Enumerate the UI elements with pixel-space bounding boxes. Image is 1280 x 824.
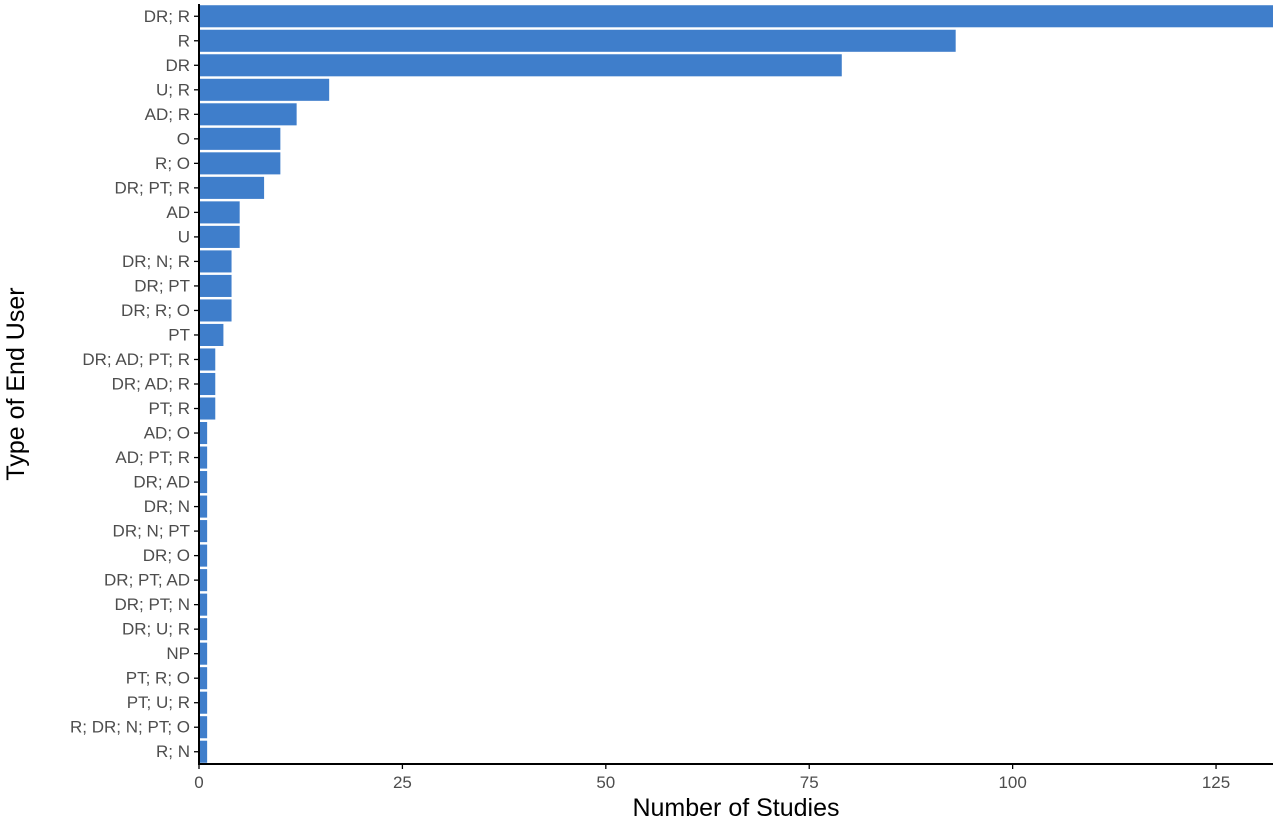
bar bbox=[199, 520, 208, 543]
y-tick-label: PT; R; O bbox=[126, 669, 190, 688]
bar bbox=[199, 299, 232, 322]
bar bbox=[199, 642, 208, 665]
bar bbox=[199, 446, 208, 469]
y-tick-label: DR; U; R bbox=[122, 620, 190, 639]
bar bbox=[199, 618, 208, 641]
bar bbox=[199, 667, 208, 690]
y-tick-label: DR; O bbox=[143, 546, 190, 565]
y-axis-ticks: DR; R R DR U; R AD; R O R; O DR; PT; R AD U DR; N;… bbox=[70, 7, 199, 761]
bar bbox=[199, 691, 208, 714]
x-tick-label: 0 bbox=[194, 773, 203, 792]
y-tick-label: DR; N; R bbox=[122, 252, 190, 271]
y-tick-label: DR; R; O bbox=[121, 301, 190, 320]
bar bbox=[199, 127, 281, 150]
bar bbox=[199, 176, 265, 199]
bar bbox=[199, 5, 1273, 28]
y-tick-label: R; O bbox=[155, 154, 190, 173]
y-tick-label: PT; R bbox=[148, 399, 190, 418]
bar bbox=[199, 593, 208, 616]
bar bbox=[199, 323, 224, 346]
x-tick-label: 100 bbox=[998, 773, 1026, 792]
y-tick-label: O bbox=[177, 129, 190, 148]
y-tick-label: AD; R bbox=[145, 105, 190, 124]
bar bbox=[199, 250, 232, 273]
y-tick-label: DR bbox=[165, 56, 190, 75]
bar bbox=[199, 29, 956, 52]
y-tick-label: DR; PT bbox=[134, 276, 190, 295]
y-tick-label: R; DR; N; PT; O bbox=[70, 718, 190, 737]
bar bbox=[199, 201, 240, 224]
bar bbox=[199, 225, 240, 248]
x-tick-label: 25 bbox=[393, 773, 412, 792]
y-tick-label: DR; AD bbox=[133, 473, 190, 492]
y-tick-label: DR; AD; PT; R bbox=[82, 350, 190, 369]
x-axis-title: Number of Studies bbox=[632, 794, 839, 822]
y-tick-label: AD; PT; R bbox=[115, 448, 190, 467]
y-tick-label: R; N bbox=[156, 742, 190, 761]
x-tick-label: 125 bbox=[1202, 773, 1230, 792]
bar bbox=[199, 569, 208, 592]
y-tick-label: R bbox=[178, 31, 190, 50]
y-tick-label: PT; U; R bbox=[127, 693, 190, 712]
y-tick-label: DR; N; PT bbox=[113, 522, 190, 541]
bar bbox=[199, 740, 208, 763]
y-tick-label: AD bbox=[166, 203, 190, 222]
bar bbox=[199, 422, 208, 445]
bar bbox=[199, 274, 232, 297]
y-tick-label: DR; R bbox=[144, 7, 190, 26]
bar bbox=[199, 103, 297, 126]
bar bbox=[199, 397, 216, 420]
bar bbox=[199, 348, 216, 371]
bar bbox=[199, 372, 216, 396]
y-tick-label: U bbox=[178, 227, 190, 246]
y-axis-title: Type of End User bbox=[2, 287, 30, 480]
y-tick-label: AD; O bbox=[144, 424, 190, 443]
bar bbox=[199, 495, 208, 518]
y-tick-label: DR; PT; AD bbox=[104, 571, 190, 590]
x-tick-label: 50 bbox=[596, 773, 615, 792]
x-tick-label: 75 bbox=[800, 773, 819, 792]
y-tick-label: NP bbox=[166, 644, 190, 663]
bar bbox=[199, 471, 208, 494]
bar bbox=[199, 152, 281, 175]
bars-group bbox=[199, 5, 1273, 763]
bar bbox=[199, 544, 208, 567]
y-tick-label: DR; AD; R bbox=[112, 375, 190, 394]
y-tick-label: DR; PT; R bbox=[114, 178, 190, 197]
y-tick-label: DR; PT; N bbox=[114, 595, 190, 614]
y-tick-label: DR; N bbox=[144, 497, 190, 516]
y-tick-label: U; R bbox=[156, 80, 190, 99]
x-axis-ticks: 0 25 50 75 100 125 bbox=[194, 764, 1230, 792]
y-tick-label: PT bbox=[168, 325, 190, 344]
bar bbox=[199, 54, 842, 77]
bar bbox=[199, 78, 330, 101]
bar bbox=[199, 716, 208, 739]
